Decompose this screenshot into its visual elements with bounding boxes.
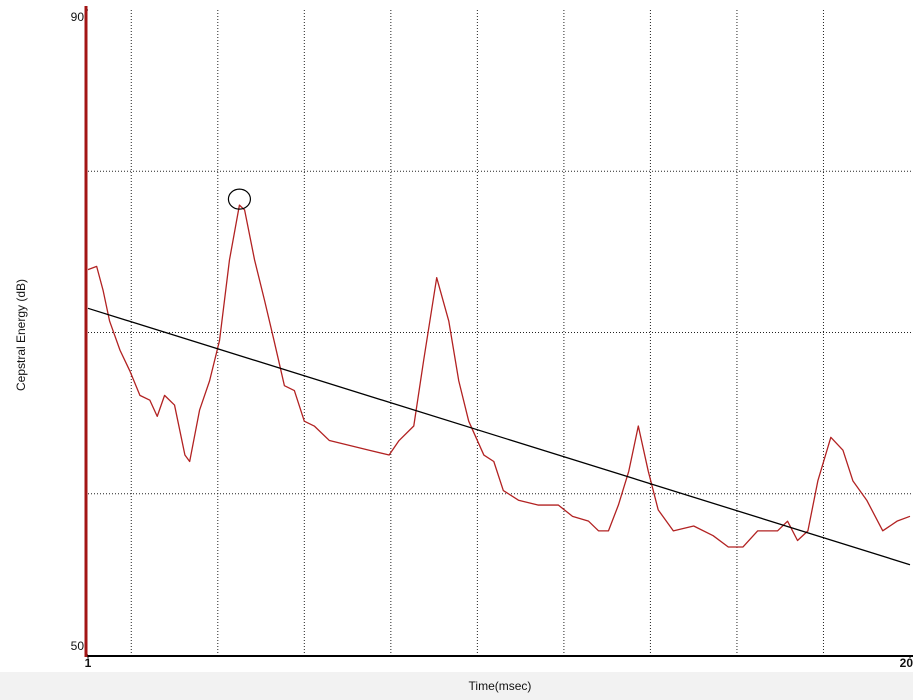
y-tick-label: 90: [71, 10, 85, 24]
status-strip: [0, 672, 913, 700]
y-tick-label: 50: [71, 639, 85, 653]
y-axis-label: Cepstral Energy (dB): [14, 279, 28, 391]
x-axis-label: Time(msec): [469, 679, 532, 693]
series-line: [87, 307, 911, 566]
series-line: [87, 204, 911, 548]
x-tick-label: 20: [900, 656, 913, 670]
x-tick-label: 1: [85, 656, 92, 670]
peak-marker: [227, 188, 252, 210]
